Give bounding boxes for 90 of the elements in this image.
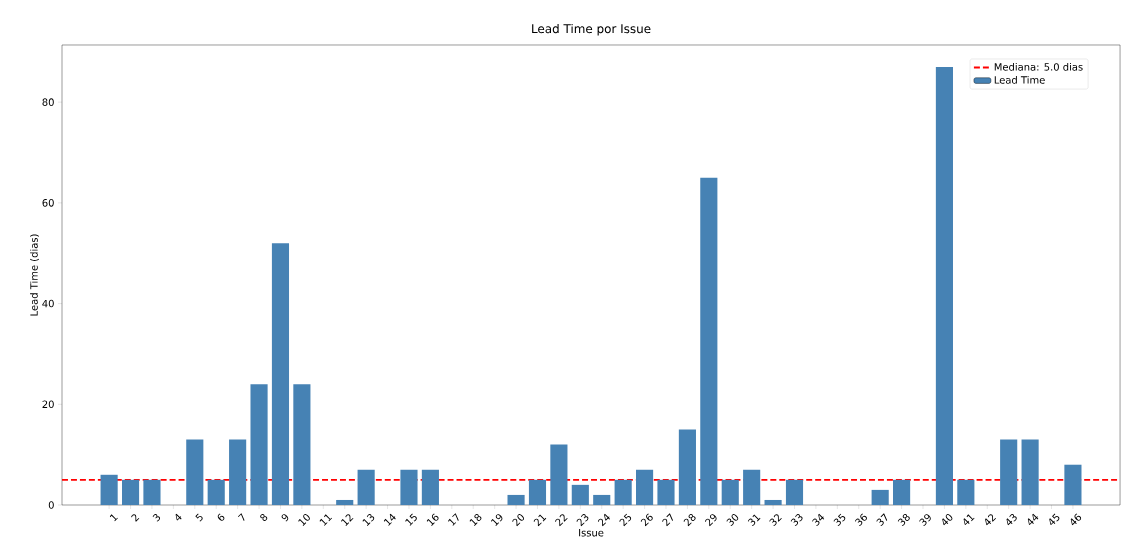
x-tick-label: 25 — [619, 513, 632, 527]
x-tick-label: 16 — [426, 513, 439, 526]
x-tick-label: 11 — [319, 514, 333, 526]
y-tick-label: 80 — [42, 98, 54, 106]
bar — [550, 444, 568, 505]
x-tick-label: 10 — [298, 514, 310, 526]
bar — [207, 479, 225, 505]
x-tick-label: 14 — [383, 513, 396, 526]
legend-label: Lead Time — [994, 76, 1045, 84]
y-tick-label: 60 — [42, 199, 54, 207]
bar — [935, 66, 953, 505]
x-tick-label: 19 — [491, 514, 503, 526]
x-tick-label: 18 — [469, 513, 482, 526]
x-tick-label: 15 — [405, 513, 417, 526]
bar — [636, 469, 654, 505]
bar — [100, 474, 118, 505]
x-tick-label: 41 — [963, 514, 975, 526]
x-tick-label: 20 — [512, 514, 525, 527]
x-tick-label: 1 — [109, 514, 118, 522]
x-tick-label: 17 — [448, 513, 459, 526]
x-tick-label: 36 — [854, 513, 867, 527]
bar — [528, 479, 547, 505]
x-tick-label: 4 — [175, 513, 182, 521]
x-tick-label: 8 — [260, 513, 268, 522]
x-tick-label: 2 — [131, 514, 140, 522]
x-tick-label: 6 — [217, 513, 225, 521]
bar — [871, 489, 889, 505]
bar — [121, 479, 140, 505]
bar — [293, 384, 311, 505]
bar — [1021, 439, 1039, 505]
x-axis-title: Issue — [579, 529, 604, 537]
bar — [957, 479, 975, 505]
bar — [400, 469, 418, 505]
x-tick-label: 43 — [1006, 514, 1017, 526]
bar — [143, 479, 161, 505]
bar — [186, 439, 204, 505]
x-tick-label: 21 — [533, 514, 547, 527]
x-tick-label: 42 — [985, 514, 997, 526]
legend-label: Mediana: 5.0 dias — [994, 62, 1083, 71]
bar — [1000, 439, 1018, 505]
bar — [721, 479, 739, 505]
bar — [571, 484, 589, 505]
x-tick-label: 26 — [640, 513, 653, 527]
x-tick-label: 24 — [597, 513, 611, 527]
bar — [421, 469, 439, 505]
x-tick-label: 31 — [747, 514, 761, 527]
x-tick-label: 7 — [237, 513, 245, 521]
x-tick-label: 45 — [1049, 513, 1060, 526]
x-tick-label: 5 — [195, 513, 203, 522]
x-tick-label: 39 — [919, 514, 931, 527]
x-tick-label: 33 — [790, 514, 803, 527]
x-tick-label: 23 — [576, 514, 589, 527]
bar — [507, 494, 525, 505]
bar — [229, 439, 247, 505]
x-tick-label: 28 — [683, 513, 696, 527]
x-tick-label: 32 — [769, 514, 782, 527]
x-tick-label: 35 — [833, 513, 846, 527]
x-tick-label: 34 — [812, 513, 825, 527]
x-tick-label: 29 — [704, 514, 717, 527]
bar — [1064, 464, 1082, 505]
y-tick-label: 40 — [42, 299, 54, 308]
x-tick-label: 9 — [281, 514, 289, 522]
x-tick-label: 30 — [726, 514, 739, 527]
bar — [700, 177, 718, 505]
bar — [357, 469, 375, 505]
x-tick-label: 44 — [1027, 513, 1039, 526]
bar — [614, 479, 632, 505]
x-tick-label: 40 — [942, 514, 953, 526]
bar — [743, 469, 761, 505]
y-tick-label: 20 — [42, 400, 54, 409]
x-tick-label: 22 — [555, 514, 568, 527]
x-tick-label: 13 — [362, 514, 375, 526]
x-tick-label: 12 — [341, 514, 354, 526]
chart-title: Lead Time por Issue — [532, 23, 651, 36]
bar — [336, 499, 354, 505]
x-tick-label: 3 — [152, 514, 161, 522]
x-tick-label: 38 — [897, 513, 910, 527]
bar — [678, 429, 696, 505]
x-tick-label: 46 — [1070, 513, 1082, 526]
bar — [893, 479, 911, 505]
bar — [271, 243, 290, 505]
bar — [657, 479, 675, 505]
bar — [250, 384, 268, 505]
y-axis-title: Lead Time (dias) — [30, 234, 39, 316]
bar — [785, 479, 804, 505]
x-tick-label: 37 — [876, 513, 888, 527]
bar — [593, 494, 611, 505]
x-tick-label: 27 — [662, 513, 673, 527]
y-tick-label: 0 — [48, 501, 54, 509]
bar — [764, 499, 782, 505]
